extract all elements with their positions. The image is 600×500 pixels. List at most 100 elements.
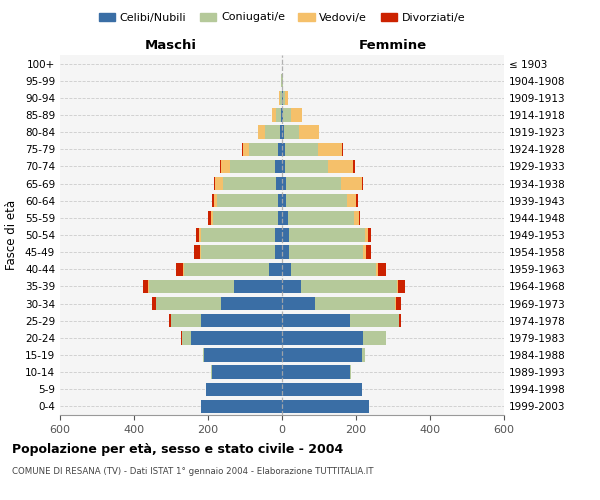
Bar xyxy=(282,297,316,310)
Bar xyxy=(242,142,243,156)
Bar xyxy=(199,228,202,241)
Bar xyxy=(282,91,283,104)
Bar xyxy=(367,246,371,259)
Bar xyxy=(243,142,249,156)
Bar xyxy=(214,194,217,207)
Bar xyxy=(299,126,319,139)
Bar xyxy=(286,177,341,190)
Bar xyxy=(282,314,350,328)
Bar xyxy=(282,246,289,259)
Bar xyxy=(359,211,361,224)
Bar xyxy=(272,108,276,122)
Bar xyxy=(282,400,369,413)
Bar xyxy=(354,211,359,224)
Bar xyxy=(265,126,280,139)
Bar xyxy=(149,280,234,293)
Bar xyxy=(282,382,362,396)
Bar xyxy=(169,314,170,328)
Bar xyxy=(376,262,378,276)
Bar xyxy=(283,91,284,104)
Bar xyxy=(208,211,211,224)
Bar xyxy=(283,108,290,122)
Bar xyxy=(202,228,275,241)
Bar xyxy=(194,246,200,259)
Bar xyxy=(341,177,362,190)
Bar xyxy=(196,228,199,241)
Bar xyxy=(278,211,282,224)
Bar xyxy=(171,314,200,328)
Bar xyxy=(275,228,282,241)
Text: Popolazione per età, sesso e stato civile - 2004: Popolazione per età, sesso e stato civil… xyxy=(12,442,343,456)
Text: COMUNE DI RESANA (TV) - Dati ISTAT 1° gennaio 2004 - Elaborazione TUTTITALIA.IT: COMUNE DI RESANA (TV) - Dati ISTAT 1° ge… xyxy=(12,468,373,476)
Bar xyxy=(230,160,275,173)
Bar xyxy=(217,194,278,207)
Bar xyxy=(281,74,282,88)
Bar xyxy=(282,348,362,362)
Bar xyxy=(350,366,351,379)
Bar xyxy=(364,246,367,259)
Bar xyxy=(356,194,358,207)
Bar xyxy=(282,108,283,122)
Bar xyxy=(289,246,364,259)
Bar xyxy=(399,314,401,328)
Bar xyxy=(282,74,283,88)
Bar xyxy=(191,331,282,344)
Bar xyxy=(200,400,282,413)
Text: Femmine: Femmine xyxy=(359,38,427,52)
Bar xyxy=(156,297,221,310)
Bar xyxy=(212,194,214,207)
Bar xyxy=(282,262,291,276)
Bar xyxy=(215,177,223,190)
Bar xyxy=(289,228,365,241)
Bar xyxy=(280,91,281,104)
Bar xyxy=(353,160,355,173)
Bar xyxy=(285,142,318,156)
Bar xyxy=(368,228,371,241)
Bar xyxy=(276,108,281,122)
Text: Maschi: Maschi xyxy=(145,38,197,52)
Bar xyxy=(275,160,282,173)
Bar xyxy=(220,160,221,173)
Bar xyxy=(364,331,386,344)
Bar xyxy=(282,194,286,207)
Bar xyxy=(184,262,269,276)
Bar xyxy=(282,331,364,344)
Bar xyxy=(282,211,287,224)
Bar xyxy=(204,348,282,362)
Bar xyxy=(200,246,275,259)
Bar xyxy=(278,91,280,104)
Bar xyxy=(397,280,398,293)
Bar xyxy=(316,297,395,310)
Bar xyxy=(347,194,356,207)
Bar xyxy=(152,297,156,310)
Bar xyxy=(234,280,282,293)
Bar xyxy=(365,228,368,241)
Legend: Celibi/Nubili, Coniugati/e, Vedovi/e, Divorziati/e: Celibi/Nubili, Coniugati/e, Vedovi/e, Di… xyxy=(94,8,470,27)
Bar xyxy=(284,91,287,104)
Bar xyxy=(286,194,347,207)
Bar xyxy=(285,160,328,173)
Bar xyxy=(214,177,215,190)
Bar xyxy=(282,160,285,173)
Bar xyxy=(281,108,282,122)
Bar xyxy=(291,262,376,276)
Bar xyxy=(278,142,282,156)
Bar xyxy=(269,262,282,276)
Bar xyxy=(378,262,386,276)
Bar xyxy=(148,280,149,293)
Bar xyxy=(223,177,277,190)
Bar xyxy=(181,331,182,344)
Bar xyxy=(280,126,282,139)
Bar xyxy=(249,142,278,156)
Bar xyxy=(221,297,282,310)
Bar xyxy=(282,177,286,190)
Bar xyxy=(211,211,213,224)
Bar xyxy=(278,194,282,207)
Bar xyxy=(183,262,184,276)
Y-axis label: Fasce di età: Fasce di età xyxy=(5,200,18,270)
Bar xyxy=(290,108,302,122)
Bar xyxy=(287,211,354,224)
Bar xyxy=(221,160,230,173)
Bar xyxy=(282,228,289,241)
Bar xyxy=(200,314,282,328)
